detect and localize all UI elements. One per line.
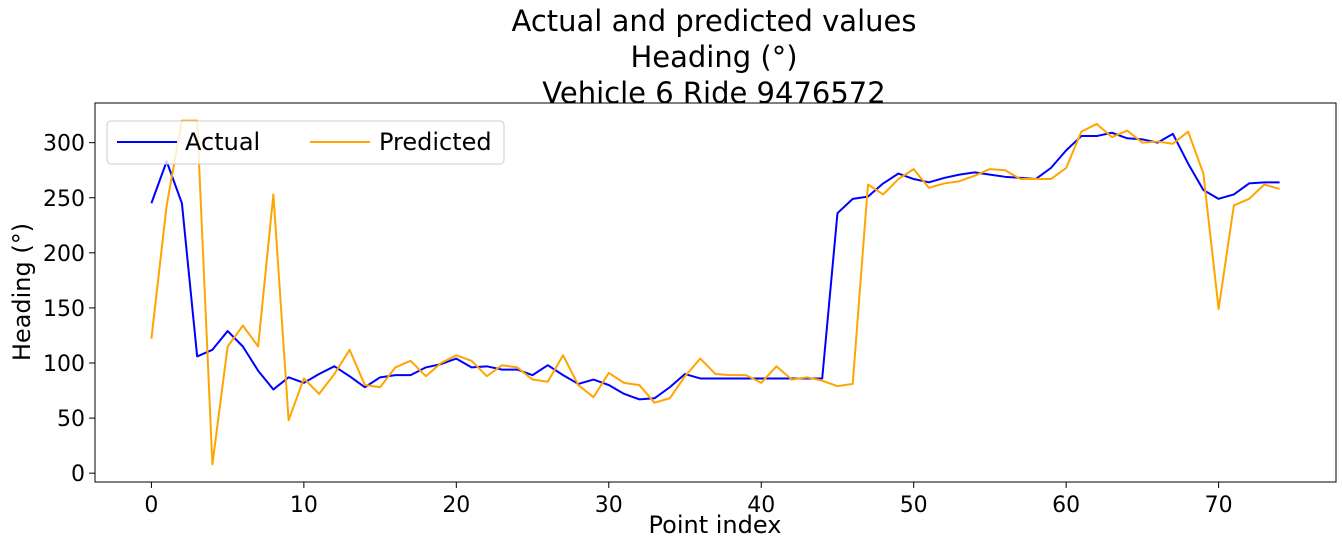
legend-box [106, 120, 505, 165]
legend-label-actual: Actual [185, 128, 260, 156]
x-tick-label: 10 [290, 493, 318, 518]
y-axis-label: Heading (°) [8, 223, 36, 361]
legend-label-predicted: Predicted [379, 128, 492, 156]
x-tick-label: 0 [144, 493, 158, 518]
y-tick-label: 200 [43, 242, 85, 267]
series-line-actual [150, 131, 1280, 401]
chart-title-line-1: Actual and predicted values [512, 4, 917, 38]
x-axis-label: Point index [649, 511, 782, 539]
y-tick-label: 100 [43, 352, 85, 377]
x-tick-label: 40 [747, 493, 775, 518]
x-tick-label: 30 [595, 493, 623, 518]
chart-title-line-3: Vehicle 6 Ride 9476572 [542, 76, 885, 110]
plot-lines [150, 119, 1280, 466]
x-tick-label: 70 [1205, 493, 1233, 518]
y-tick-label: 300 [43, 132, 85, 157]
legend: Actual Predicted [106, 120, 505, 165]
x-tick-label: 50 [900, 493, 928, 518]
chart-title: Actual and predicted values Heading (°) … [512, 4, 917, 110]
plot-frame [94, 102, 1337, 483]
y-tick-label: 0 [71, 462, 85, 487]
y-tick-label: 50 [57, 407, 85, 432]
y-axis: 0 50 100 150 200 250 300 [43, 132, 95, 487]
x-tick-label: 60 [1052, 493, 1080, 518]
y-tick-label: 250 [43, 187, 85, 212]
y-tick-label: 150 [43, 297, 85, 322]
chart-title-line-2: Heading (°) [630, 40, 797, 74]
x-tick-label: 20 [442, 493, 470, 518]
x-axis: 0 10 20 30 40 50 60 70 [144, 482, 1233, 518]
series-line-predicted [150, 119, 1280, 466]
